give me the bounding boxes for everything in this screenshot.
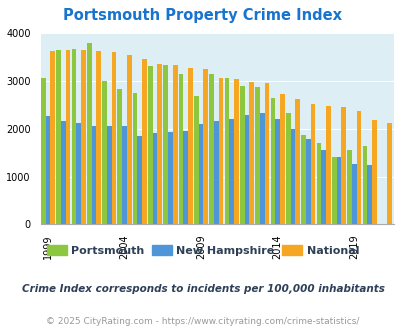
Bar — [371, 120, 376, 224]
Text: © 2025 CityRating.com - https://www.cityrating.com/crime-statistics/: © 2025 CityRating.com - https://www.city… — [46, 317, 359, 326]
Bar — [163, 65, 168, 224]
Bar — [290, 129, 295, 224]
Bar — [178, 74, 183, 224]
Bar — [270, 98, 275, 224]
Bar — [66, 50, 70, 224]
Text: Crime Index corresponds to incidents per 100,000 inhabitants: Crime Index corresponds to incidents per… — [21, 284, 384, 294]
Bar — [50, 51, 55, 224]
Bar — [76, 123, 81, 224]
Bar — [157, 64, 162, 224]
Bar — [264, 83, 269, 224]
Bar — [198, 124, 203, 224]
Bar — [341, 107, 345, 224]
Bar — [310, 104, 315, 224]
Bar — [295, 99, 299, 224]
Text: Portsmouth Property Crime Index: Portsmouth Property Crime Index — [63, 8, 342, 23]
Bar — [325, 106, 330, 224]
Bar — [41, 79, 45, 224]
Bar — [173, 65, 177, 224]
Bar — [117, 88, 122, 224]
Bar — [126, 54, 131, 224]
Bar — [249, 82, 254, 224]
Bar — [279, 94, 284, 224]
Bar — [168, 132, 173, 224]
Bar — [316, 143, 320, 224]
Bar — [331, 157, 336, 224]
Bar — [239, 86, 244, 224]
Legend: Portsmouth, New Hampshire, National: Portsmouth, New Hampshire, National — [42, 241, 363, 260]
Bar — [213, 121, 218, 224]
Bar — [148, 66, 152, 224]
Bar — [346, 150, 351, 224]
Bar — [87, 43, 91, 224]
Bar — [305, 139, 310, 224]
Bar — [234, 79, 238, 224]
Bar — [142, 59, 147, 224]
Bar — [259, 114, 264, 224]
Bar — [81, 50, 85, 224]
Bar — [244, 115, 249, 224]
Bar — [320, 150, 325, 224]
Bar — [56, 50, 61, 224]
Bar — [96, 51, 101, 224]
Bar — [132, 93, 137, 224]
Bar — [255, 86, 259, 224]
Bar — [194, 96, 198, 224]
Bar — [386, 123, 391, 224]
Bar — [71, 49, 76, 224]
Bar — [183, 131, 188, 224]
Bar — [107, 126, 111, 224]
Bar — [275, 119, 279, 224]
Bar — [111, 52, 116, 224]
Bar — [301, 135, 305, 224]
Bar — [102, 81, 107, 224]
Bar — [122, 126, 126, 224]
Bar — [188, 68, 192, 224]
Bar — [362, 147, 367, 224]
Bar — [209, 74, 213, 224]
Bar — [91, 126, 96, 224]
Bar — [61, 121, 66, 224]
Bar — [356, 112, 360, 224]
Bar — [224, 78, 229, 224]
Bar — [45, 116, 50, 224]
Bar — [218, 78, 223, 224]
Bar — [367, 165, 371, 224]
Bar — [152, 134, 157, 224]
Bar — [203, 69, 208, 224]
Bar — [229, 119, 234, 224]
Bar — [351, 164, 356, 224]
Bar — [285, 113, 290, 224]
Bar — [336, 157, 341, 224]
Bar — [137, 136, 142, 224]
